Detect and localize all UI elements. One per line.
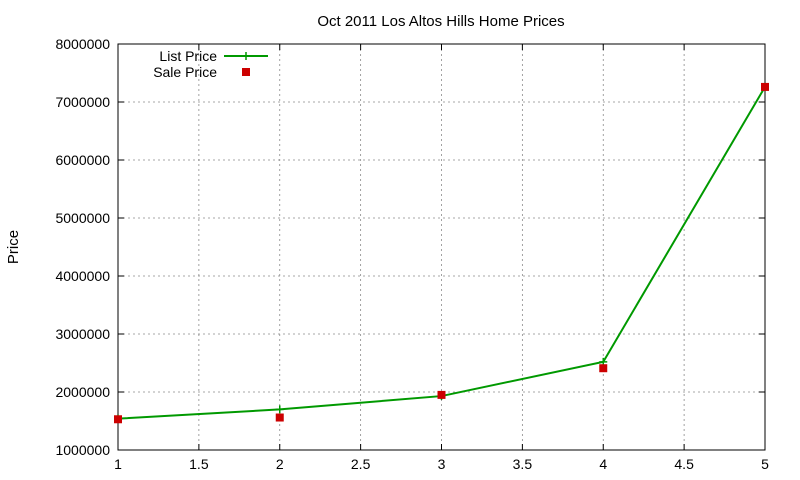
y-tick-label: 1000000 bbox=[55, 442, 110, 458]
y-tick-label: 8000000 bbox=[55, 36, 110, 52]
x-tick-label: 3.5 bbox=[513, 456, 533, 472]
x-tick-label: 3 bbox=[438, 456, 446, 472]
ticks: 1 1.5 2 2.5 3 3.5 4 4.5 5 1000000 2000000 3000000 40… bbox=[55, 36, 769, 472]
y-axis-label: Price bbox=[5, 230, 22, 264]
list-price-line bbox=[117, 86, 766, 420]
y-tick-label: 2000000 bbox=[55, 384, 110, 400]
y-tick-label: 7000000 bbox=[55, 94, 110, 110]
x-tick-label: 1.5 bbox=[189, 456, 209, 472]
sale-price-point bbox=[761, 82, 769, 91]
x-tick-label: 1 bbox=[114, 456, 122, 472]
x-tick-label: 4.5 bbox=[674, 456, 694, 472]
sale-price-point bbox=[275, 413, 284, 422]
chart-title: Oct 2011 Los Altos Hills Home Prices bbox=[317, 13, 564, 30]
y-tick-label: 5000000 bbox=[55, 210, 110, 226]
sale-price-point bbox=[599, 364, 608, 373]
y-tick-label: 6000000 bbox=[55, 152, 110, 168]
y-tick-label: 4000000 bbox=[55, 268, 110, 284]
legend-marker-sale-price bbox=[242, 68, 250, 76]
x-tick-label: 5 bbox=[761, 456, 769, 472]
series-layer bbox=[114, 82, 769, 424]
list-price-point bbox=[275, 405, 284, 414]
grid bbox=[118, 44, 765, 450]
legend-marker-list-price bbox=[242, 52, 250, 60]
y-tick-label: 3000000 bbox=[55, 326, 110, 342]
x-tick-label: 2.5 bbox=[351, 456, 371, 472]
sale-price-point bbox=[114, 415, 122, 424]
x-tick-label: 4 bbox=[599, 456, 607, 472]
legend-label-list-price: List Price bbox=[159, 48, 217, 64]
x-tick-label: 2 bbox=[276, 456, 284, 472]
legend-label-sale-price: Sale Price bbox=[153, 64, 217, 80]
sale-price-point bbox=[437, 390, 446, 399]
